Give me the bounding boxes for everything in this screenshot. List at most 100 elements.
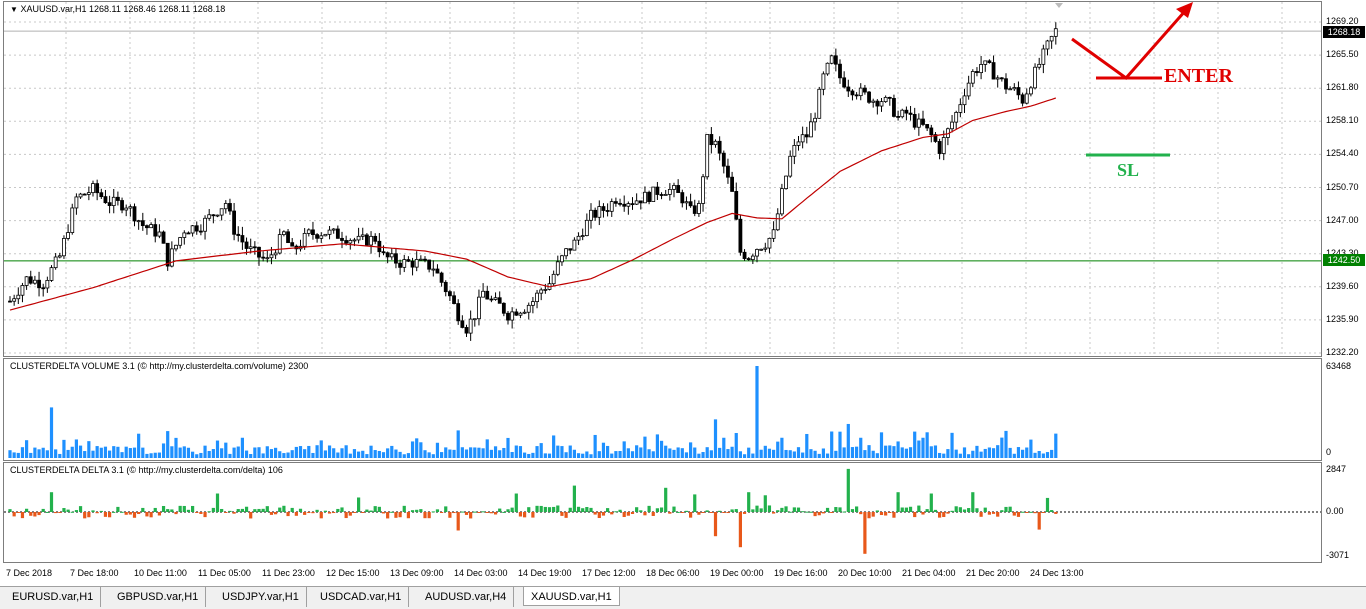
delta-bar <box>91 510 95 512</box>
candle <box>1020 92 1025 107</box>
candle <box>1041 44 1046 74</box>
candle <box>825 62 830 76</box>
delta-bar <box>975 508 979 512</box>
delta-bar <box>253 509 257 512</box>
chart-tab[interactable]: AUDUSD.var,H4 <box>418 587 515 607</box>
candle <box>962 88 967 113</box>
chart-tab[interactable]: USDCAD.var,H1 <box>313 587 410 607</box>
volume-bar <box>435 442 440 458</box>
candle <box>858 83 863 101</box>
volume-bar <box>49 407 54 458</box>
candle <box>431 260 436 277</box>
candle <box>16 287 21 305</box>
candle <box>223 200 228 214</box>
volume-bar <box>506 437 510 458</box>
volume-bars <box>8 366 1058 458</box>
candle <box>107 195 112 214</box>
delta-bar <box>315 509 319 512</box>
delta-bar <box>796 507 801 512</box>
candle <box>842 71 847 89</box>
volume-bar <box>498 450 502 458</box>
candle <box>788 150 793 178</box>
delta-bar <box>298 508 303 512</box>
volume-scale[interactable]: 63468 0 <box>1323 358 1366 461</box>
candle <box>539 287 544 301</box>
candle <box>759 248 764 251</box>
candle <box>32 275 37 285</box>
candle <box>203 215 207 240</box>
volume-bar <box>402 454 406 458</box>
volume-bar <box>730 446 734 458</box>
hline-price-label: 1242.50 <box>1323 254 1365 266</box>
volume-bar <box>415 438 419 458</box>
price-scale-label: 1250.70 <box>1326 181 1359 192</box>
candle <box>863 84 867 95</box>
delta-bar <box>58 512 62 513</box>
chart-tab[interactable]: EURUSD.var,H1 <box>5 587 102 607</box>
candle <box>970 69 975 88</box>
candle <box>464 324 469 337</box>
candle <box>1008 86 1013 91</box>
delta-pane[interactable]: CLUSTERDELTA DELTA 3.1 (© http://my.clus… <box>3 462 1322 563</box>
time-axis-label: 21 Dec 20:00 <box>966 568 1020 578</box>
delta-bar <box>236 509 240 512</box>
delta-bar <box>514 493 518 512</box>
delta-bar <box>950 510 954 512</box>
volume-bar <box>884 445 888 458</box>
volume-bar <box>220 448 224 458</box>
volume-bar <box>464 449 469 458</box>
candle <box>987 59 992 64</box>
chart-tab[interactable]: USDJPY.var,H1 <box>215 587 307 607</box>
candle <box>24 276 29 290</box>
delta-bar <box>423 512 427 519</box>
candle <box>427 259 432 273</box>
candle <box>394 248 398 269</box>
volume-bar <box>1033 452 1037 458</box>
delta-bar <box>199 512 203 514</box>
delta-bar <box>290 507 294 512</box>
price-chart-pane[interactable]: ▼ XAUUSD.var,H1 1268.11 1268.46 1268.11 … <box>3 1 1322 357</box>
candle <box>418 255 423 261</box>
candle <box>746 257 751 261</box>
time-axis[interactable]: 7 Dec 2018 7 Dec 18:00 10 Dec 11:00 11 Dec … <box>0 563 1322 581</box>
volume-bar <box>120 452 124 458</box>
chart-tab[interactable]: GBPUSD.var,H1 <box>110 587 207 607</box>
delta-bar <box>900 507 904 512</box>
volume-bar <box>871 450 875 458</box>
candle <box>70 203 75 235</box>
candle <box>688 193 693 208</box>
volume-bar <box>261 453 265 458</box>
chart-tab[interactable]: XAUUSD.var,H1 <box>523 587 620 606</box>
delta-bar <box>332 512 336 514</box>
delta-bar <box>971 492 975 512</box>
delta-bar <box>278 507 282 512</box>
volume-bar <box>830 431 834 458</box>
volume-pane[interactable]: CLUSTERDELTA VOLUME 3.1 (© http://my.clu… <box>3 358 1322 461</box>
delta-bar <box>469 512 473 519</box>
candle <box>443 280 448 297</box>
delta-bar <box>884 512 888 516</box>
delta-scale[interactable]: 2847 0.00 -3071 <box>1323 462 1366 563</box>
volume-bar <box>249 454 253 458</box>
delta-bar <box>323 510 327 512</box>
volume-bar <box>701 452 705 458</box>
candle <box>327 226 332 240</box>
volume-bar <box>680 448 684 458</box>
delta-bar <box>560 512 564 516</box>
candle <box>721 150 726 174</box>
candle <box>319 232 324 243</box>
delta-bar <box>576 506 581 512</box>
volume-bar <box>319 440 323 458</box>
price-scale[interactable]: 1269.20 1265.50 1261.80 1258.10 1254.40 1250.… <box>1323 1 1366 357</box>
delta-bar <box>506 509 510 512</box>
candle <box>219 208 224 221</box>
delta-bar <box>859 512 863 515</box>
chart-menu-icon[interactable]: ▼ <box>10 5 18 14</box>
delta-bar <box>855 506 859 512</box>
delta-histogram <box>4 468 1321 554</box>
candle <box>447 289 452 302</box>
time-axis-label: 10 Dec 11:00 <box>134 568 187 578</box>
chart-tab-bar: EURUSD.var,H1 GBPUSD.var,H1 USDJPY.var,H1 U… <box>0 586 1366 609</box>
time-axis-label: 18 Dec 06:00 <box>646 568 700 578</box>
candle <box>169 241 174 268</box>
